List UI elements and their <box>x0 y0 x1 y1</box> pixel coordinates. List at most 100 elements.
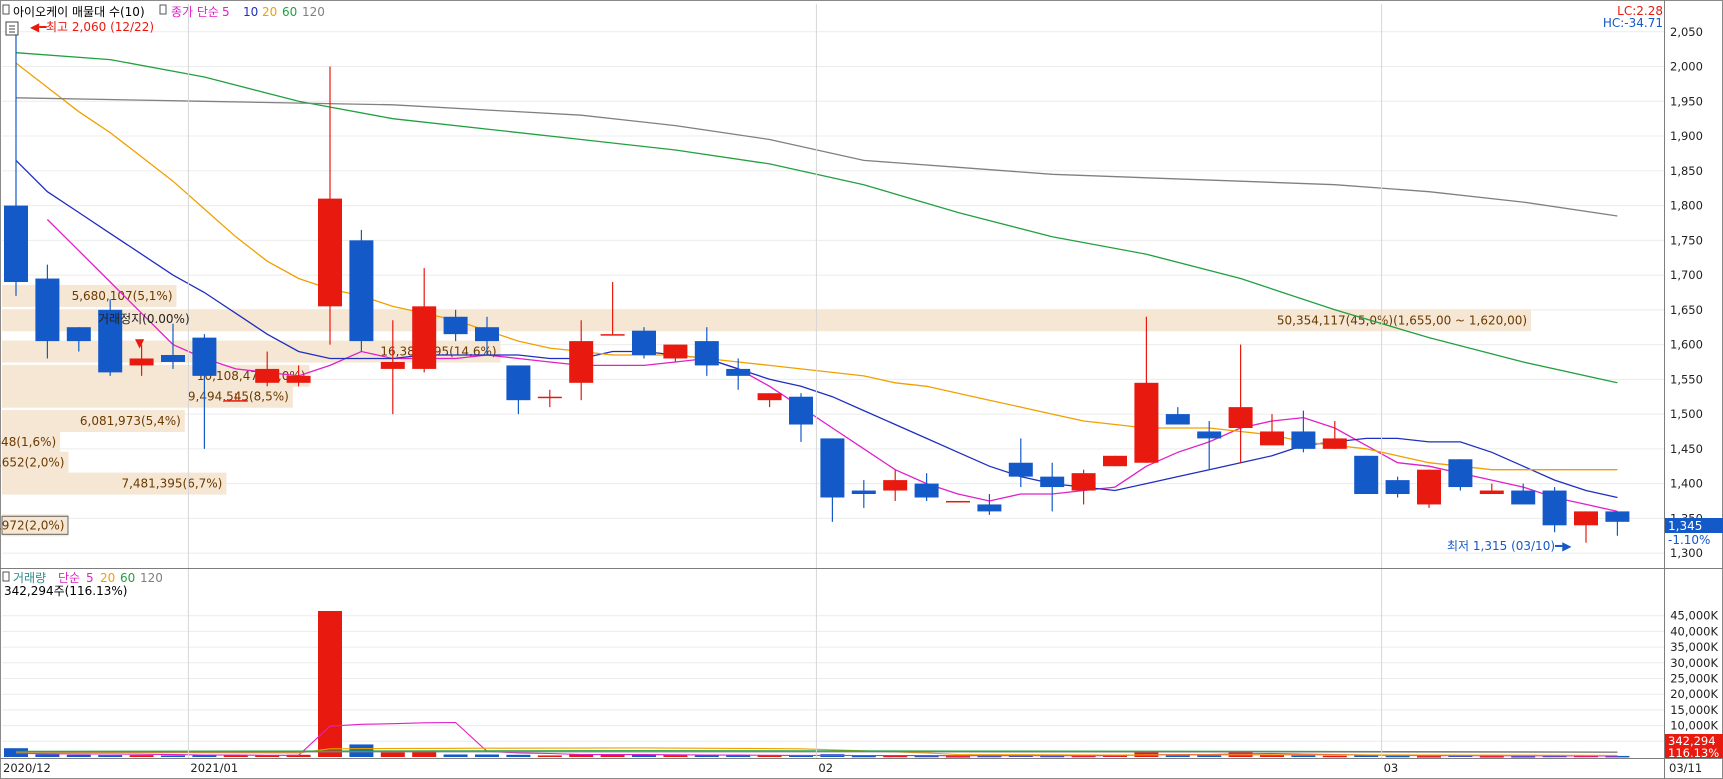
candle-body[interactable] <box>255 368 280 383</box>
volume-bar[interactable] <box>1605 755 1630 758</box>
volume-bar[interactable] <box>663 755 688 757</box>
volume-bar[interactable] <box>946 756 970 758</box>
candle-body[interactable] <box>192 337 217 376</box>
volume-bar[interactable] <box>1511 756 1536 758</box>
candle-body[interactable] <box>1385 480 1410 495</box>
volume-bar[interactable] <box>977 755 1002 758</box>
volume-bar[interactable] <box>318 610 342 757</box>
volume-bar[interactable] <box>1165 754 1190 757</box>
volume-bar[interactable] <box>1040 755 1065 758</box>
candle-body[interactable] <box>977 504 1002 512</box>
candle-body[interactable] <box>129 358 154 366</box>
volume-bar[interactable] <box>1134 751 1159 757</box>
candle-body[interactable] <box>1354 455 1379 495</box>
candle-body[interactable] <box>946 500 970 503</box>
candle-body[interactable] <box>1322 438 1347 449</box>
candle-body[interactable] <box>1479 490 1504 495</box>
candle-body[interactable] <box>820 438 845 498</box>
candle-body[interactable] <box>1605 511 1630 522</box>
volume-bar[interactable] <box>1322 755 1347 758</box>
candle-body[interactable] <box>1008 462 1033 477</box>
volume-bar[interactable] <box>1417 756 1441 758</box>
volume-bar[interactable] <box>1354 755 1379 757</box>
volume-bar[interactable] <box>632 754 656 757</box>
candle-body[interactable] <box>789 396 813 425</box>
volume-bar[interactable] <box>600 754 625 757</box>
volume-bar[interactable] <box>1071 755 1096 758</box>
volume-bar[interactable] <box>412 750 437 757</box>
volume-bar[interactable] <box>757 755 782 757</box>
candle-body[interactable] <box>506 365 531 401</box>
candle-body[interactable] <box>569 341 594 383</box>
candle-body[interactable] <box>1417 469 1441 505</box>
volume-bar[interactable] <box>161 755 185 757</box>
volume-bar[interactable] <box>1260 754 1284 757</box>
volume-bar[interactable] <box>537 755 562 757</box>
candle-body[interactable] <box>35 278 60 342</box>
volume-bar[interactable] <box>569 754 594 757</box>
volume-bar[interactable] <box>1574 755 1598 758</box>
volume-bar[interactable] <box>380 752 405 757</box>
candle-body[interactable] <box>883 480 908 491</box>
candle-body[interactable] <box>537 396 562 399</box>
volume-bar[interactable] <box>255 755 280 757</box>
volume-bar[interactable] <box>66 754 91 757</box>
volume-title[interactable]: 거래량 <box>13 571 46 585</box>
candle-body[interactable] <box>1448 459 1473 488</box>
volume-bar[interactable] <box>1385 755 1410 758</box>
candle-body[interactable] <box>4 205 28 283</box>
volume-bar[interactable] <box>1479 756 1504 758</box>
candle-body[interactable] <box>475 327 499 342</box>
volume-bar[interactable] <box>883 755 908 758</box>
volume-bar[interactable] <box>1197 755 1222 757</box>
volume-bar[interactable] <box>443 754 468 757</box>
volume-bar[interactable] <box>98 755 123 757</box>
volume-bar[interactable] <box>475 754 499 757</box>
candle-body[interactable] <box>914 483 939 498</box>
candle-body[interactable] <box>757 393 782 401</box>
candle-body[interactable] <box>1134 382 1159 463</box>
candle-body[interactable] <box>98 309 123 373</box>
candle-body[interactable] <box>663 344 688 359</box>
candle-body[interactable] <box>443 316 468 335</box>
candle-body[interactable] <box>1197 431 1222 439</box>
candle-body[interactable] <box>223 400 248 402</box>
candle-body[interactable] <box>1071 473 1096 491</box>
volume-bar[interactable] <box>694 754 719 757</box>
candle-body[interactable] <box>632 330 656 356</box>
volume-bar[interactable] <box>223 755 248 757</box>
candle-body[interactable] <box>318 198 342 307</box>
candle-body[interactable] <box>851 490 876 495</box>
candle-body[interactable] <box>1291 431 1316 449</box>
candle-body[interactable] <box>694 341 719 366</box>
candle-body[interactable] <box>66 327 91 342</box>
candle-body[interactable] <box>286 375 311 383</box>
volume-bar[interactable] <box>914 755 939 758</box>
candle-body[interactable] <box>412 306 437 369</box>
candle-body[interactable] <box>1511 490 1536 505</box>
candle-body[interactable] <box>1165 414 1190 425</box>
candle-body[interactable] <box>1260 431 1284 446</box>
candle-body[interactable] <box>1103 455 1127 467</box>
volume-bar[interactable] <box>192 755 217 757</box>
candle-body[interactable] <box>600 334 625 336</box>
candle-body[interactable] <box>349 240 374 342</box>
candle-body[interactable] <box>1542 490 1567 526</box>
candle-body[interactable] <box>726 368 751 376</box>
volume-bar[interactable] <box>1291 755 1316 757</box>
chart-title[interactable]: 아이오케이 매물대 수(10) <box>13 5 145 19</box>
candles[interactable] <box>4 24 1630 543</box>
volume-bar[interactable] <box>506 754 531 757</box>
volume-bar[interactable] <box>851 755 876 758</box>
volume-bar[interactable] <box>129 755 154 757</box>
volume-bar[interactable] <box>1542 755 1567 758</box>
candle-body[interactable] <box>1574 511 1598 526</box>
candle-body[interactable] <box>161 355 185 362</box>
volume-bar[interactable] <box>286 754 311 757</box>
candle-body[interactable] <box>380 361 405 369</box>
volume-bar[interactable] <box>789 755 813 757</box>
candle-body[interactable] <box>1228 407 1253 428</box>
candle-body[interactable] <box>1040 476 1065 488</box>
volume-bar[interactable] <box>35 754 60 757</box>
